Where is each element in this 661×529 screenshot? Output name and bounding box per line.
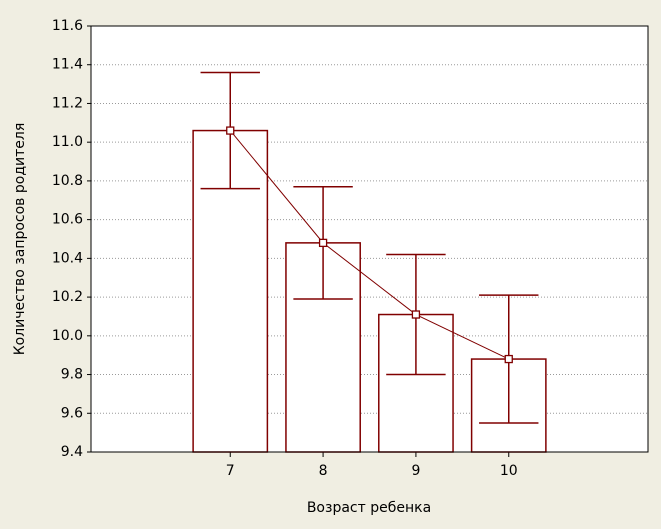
y-tick-label: 10.4 (52, 250, 83, 266)
mean-marker (318, 238, 328, 248)
y-tick-label: 11.0 (52, 134, 83, 150)
y-tick-label: 11.4 (52, 57, 83, 73)
plot-area (91, 26, 648, 452)
mean-marker (504, 354, 513, 364)
y-tick-label: 11.6 (52, 18, 83, 34)
mean-marker (226, 126, 235, 135)
y-tick-label: 9.8 (61, 367, 83, 383)
y-tick-label: 9.6 (61, 405, 83, 421)
x-axis-label: Возраст ребенка (307, 500, 431, 516)
y-tick-label: 9.4 (61, 444, 83, 460)
y-tick-label: 10.8 (52, 173, 83, 189)
y-tick-label: 10.0 (52, 328, 83, 344)
x-tick-label: 7 (226, 463, 235, 479)
plot-frame (90, 25, 649, 453)
x-tick-label: 10 (500, 463, 518, 479)
mean-marker (411, 310, 421, 319)
mean-line (229, 130, 509, 360)
x-tick-label: 9 (411, 463, 420, 479)
y-axis-label: Количество запросов родителя (12, 123, 28, 356)
y-tick-label: 11.2 (52, 95, 83, 111)
y-tick-label: 10.6 (52, 212, 83, 228)
y-tick-label: 10.2 (52, 289, 83, 305)
x-tick-label: 8 (319, 463, 328, 479)
